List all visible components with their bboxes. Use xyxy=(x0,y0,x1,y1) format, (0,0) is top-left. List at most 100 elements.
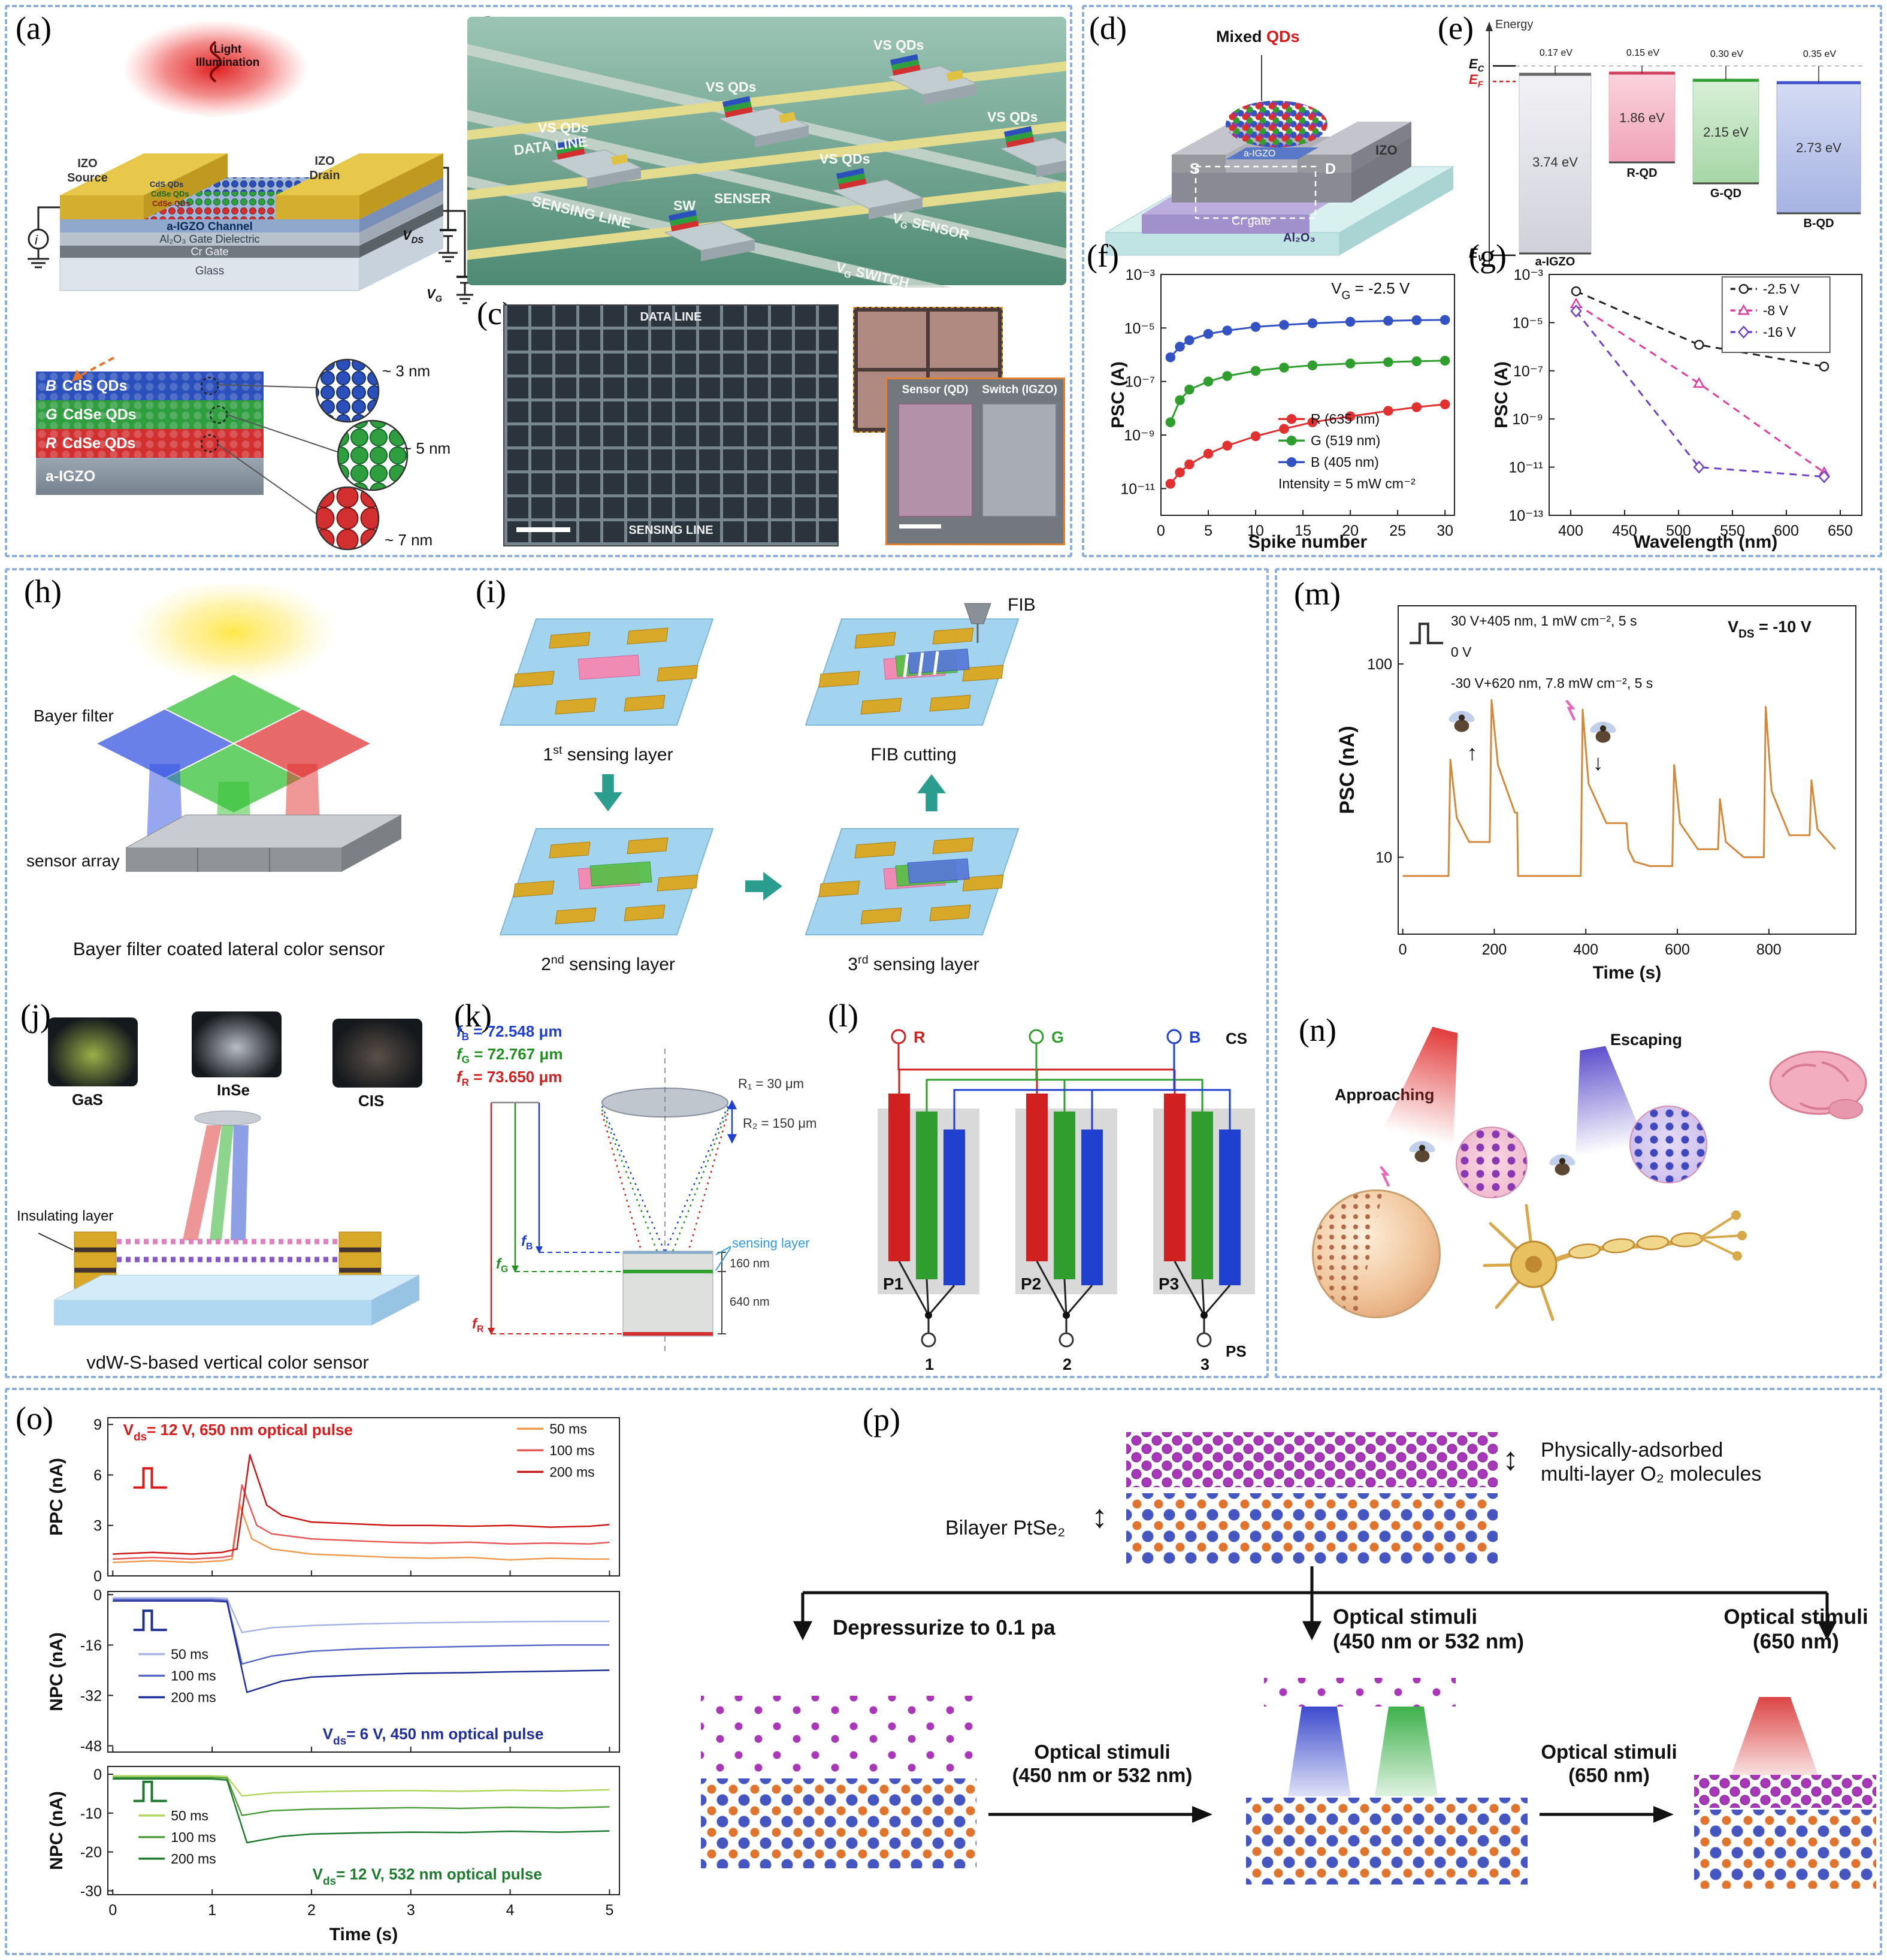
cr-gate-label: Cr gate xyxy=(1232,215,1271,228)
insulating-pointer xyxy=(38,1233,74,1251)
drain-d-label: D xyxy=(1325,161,1336,177)
bayer-filter-grid xyxy=(94,673,373,814)
eye-facet-mesh xyxy=(1314,1191,1383,1316)
output-3-label: 3 xyxy=(1200,1355,1210,1373)
svg-text:Intensity = 5 mW cm⁻²: Intensity = 5 mW cm⁻² xyxy=(1278,476,1416,491)
lightning-icon-n xyxy=(1378,1166,1391,1188)
fib-label: FIB xyxy=(1008,595,1036,615)
nucleus xyxy=(1525,1256,1542,1273)
svg-text:400: 400 xyxy=(1558,523,1583,539)
svg-text:Vds= 12 V, 650 nm optical puls: Vds= 12 V, 650 nm optical pulse xyxy=(123,1421,353,1443)
svg-text:9: 9 xyxy=(93,1417,102,1433)
gap-bqd: 2.73 eV xyxy=(1796,140,1841,155)
arrow-up-icon xyxy=(915,774,948,811)
stack-row-b: B CdS QDs xyxy=(36,372,264,400)
svg-text:100 ms: 100 ms xyxy=(549,1442,594,1458)
gas-flake-photo xyxy=(48,1017,138,1086)
layer-label-dielectric: Al₂O₃ Gate Dielectric xyxy=(159,233,260,245)
dim-640nm: 640 nm xyxy=(730,1295,770,1309)
arrow-right-icon xyxy=(745,870,782,902)
svg-text:3: 3 xyxy=(93,1518,102,1535)
mixed-qd-cluster xyxy=(1226,101,1327,147)
focal-length-arrows xyxy=(488,1101,543,1335)
cis-flake-photo xyxy=(332,1019,422,1088)
insect-escaping-icon xyxy=(1586,719,1620,747)
panel-label-f: (f) xyxy=(1087,238,1119,274)
svg-text:50 ms: 50 ms xyxy=(171,1647,208,1662)
fab-step-1-label: 1st sensing layer xyxy=(543,744,673,765)
sensor-array-slab xyxy=(125,814,402,872)
svg-text:-48: -48 xyxy=(80,1738,102,1754)
ps-label: PS xyxy=(1226,1342,1247,1360)
energy-axis xyxy=(1486,22,1493,265)
depressurize-label: Depressurize to 0.1 pa xyxy=(833,1616,1056,1639)
synapse-cell-1 xyxy=(1456,1127,1528,1198)
brain-illustration xyxy=(1769,1050,1867,1119)
insect-icon-approach xyxy=(1405,1138,1439,1166)
source-s-label: S xyxy=(1190,161,1200,177)
panel-label-o: (o) xyxy=(16,1400,53,1436)
svg-text:0 V: 0 V xyxy=(1451,644,1472,660)
panel-label-a: (a) xyxy=(16,10,52,46)
svg-text:800: 800 xyxy=(1756,941,1782,958)
svg-text:10⁻⁷: 10⁻⁷ xyxy=(1125,374,1155,391)
svg-text:R (635 nm): R (635 nm) xyxy=(1311,411,1380,427)
inse-flake-photo xyxy=(192,1011,282,1077)
panel-h-caption: Bayer filter coated lateral color sensor xyxy=(72,938,385,959)
band-name-rqd: R-QD xyxy=(1626,167,1658,180)
chart-npc-532nm: 0 1 2 3 4 5 0 -10 -20 -30 Time (s) NPC (nA) Vds= 12 … xyxy=(47,1766,620,1944)
svg-text:10⁻³: 10⁻³ xyxy=(1514,267,1543,283)
gap-aigzo: 3.74 eV xyxy=(1532,155,1578,170)
chart-ppc-650nm: 0 3 6 9 PPC (nA) Vds= 12 V, 650 nm optical pu… xyxy=(47,1417,620,1583)
arrow-down-icon xyxy=(592,774,624,811)
lattice-depressurized xyxy=(701,1778,976,1868)
svg-text:200 ms: 200 ms xyxy=(171,1851,216,1867)
focused-rays xyxy=(601,1106,729,1334)
vg-label: VG xyxy=(427,286,442,304)
offset-aigzo: 0.17 eV xyxy=(1539,48,1573,58)
svg-text:PSC (A): PSC (A) xyxy=(1492,361,1511,428)
fg-equation: fG = 72.767 μm xyxy=(456,1045,563,1066)
fab-step-2-label: 2nd sensing layer xyxy=(541,953,675,974)
sensing-layer-3 xyxy=(907,858,970,884)
panel-label-g: (g) xyxy=(1469,238,1507,274)
neuron-illustration xyxy=(1483,1204,1747,1321)
band-name-bqd: B-QD xyxy=(1803,217,1834,230)
o2-bracket-arrow: ↕ xyxy=(1502,1441,1519,1477)
svg-text:-30: -30 xyxy=(80,1883,102,1900)
offset-gqd: 0.30 eV xyxy=(1710,49,1744,59)
svg-text:10⁻³: 10⁻³ xyxy=(1126,267,1155,283)
panel-a-qd-layer-stack: B CdS QDs G CdSe QDs R CdSe QDs a-IGZO xyxy=(36,372,264,495)
rgb-beam xyxy=(183,1125,249,1240)
optical-stimuli-r-branch-label: Optical stimuli (650 nm) xyxy=(1723,1605,1868,1654)
svg-text:-30 V+620 nm, 7.8 mW cm⁻², 5 s: -30 V+620 nm, 7.8 mW cm⁻², 5 s xyxy=(1451,675,1653,691)
svg-text:100: 100 xyxy=(1367,656,1392,673)
svg-text:-20: -20 xyxy=(80,1844,102,1861)
fab-step-4-fib xyxy=(805,603,1020,726)
readsorbed-o2-layer xyxy=(1694,1775,1876,1808)
offset-rqd: 0.15 eV xyxy=(1626,48,1660,58)
svg-text:G (519 nm): G (519 nm) xyxy=(1311,433,1380,448)
light-illumination-label: Light Illumination xyxy=(195,43,260,70)
r2-arrow xyxy=(727,1100,737,1144)
ev-label: EV xyxy=(1469,246,1484,264)
stack-row-g: G CdSe QDs xyxy=(36,400,264,429)
vs-qds-label-2: VS QDs xyxy=(706,79,757,95)
r1-label: R₁ = 30 μm xyxy=(738,1076,804,1091)
r-terminal-label: R xyxy=(914,1028,926,1046)
chart-psc-vs-wavelength: 400 450 500 550 600 650 10⁻³ 10⁻⁵ 10⁻⁷ 10⁻⁹ 10⁻¹¹ 1… xyxy=(1492,267,1862,552)
izo-drain-label: IZO Drain xyxy=(309,155,340,182)
sensing-stack xyxy=(622,1251,713,1337)
g-terminal-label: G xyxy=(1051,1028,1065,1046)
svg-text:50 ms: 50 ms xyxy=(171,1808,208,1823)
fb-arrow-label: fB xyxy=(521,1233,533,1252)
fr-arrow-label: fR xyxy=(472,1316,484,1334)
svg-text:B (405 nm): B (405 nm) xyxy=(1311,454,1379,470)
lightning-icon-m xyxy=(1564,700,1577,721)
terminal-1 xyxy=(921,1332,936,1348)
panel-h-bayer-schematic xyxy=(94,584,402,872)
band-name-gqd: G-QD xyxy=(1710,187,1742,200)
svg-text:10⁻⁷: 10⁻⁷ xyxy=(1513,363,1543,380)
dimension-arrows xyxy=(715,1246,731,1334)
sensing-layer-2 xyxy=(589,861,652,887)
